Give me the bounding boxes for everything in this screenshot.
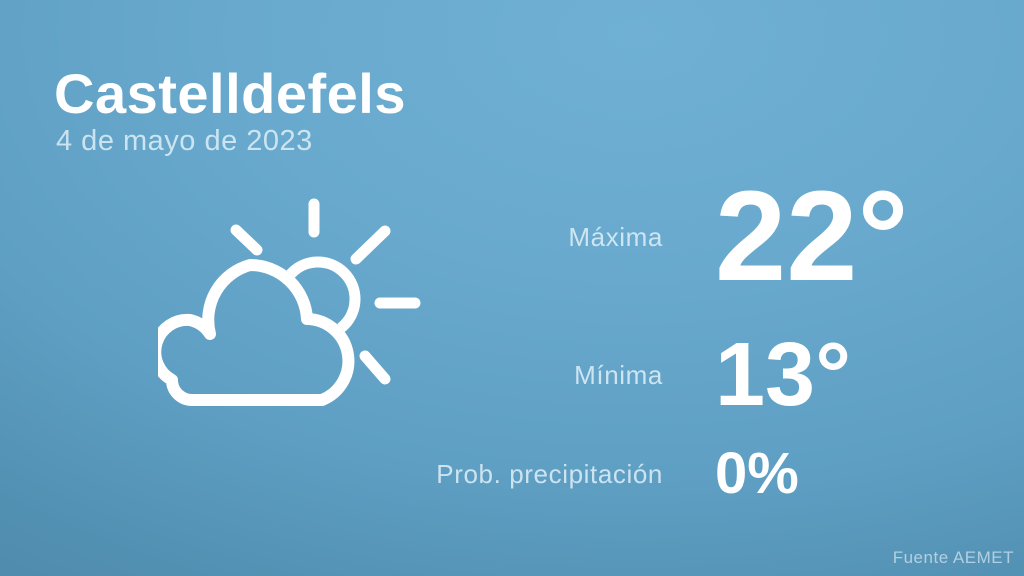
metric-row-precipitation: Prob. precipitación 0% bbox=[180, 440, 799, 508]
partly-cloudy-icon bbox=[158, 198, 428, 423]
page-title: Castelldefels bbox=[54, 62, 406, 125]
metric-row-min: Mínima 13° bbox=[180, 323, 851, 427]
source-attribution: Fuente AEMET bbox=[892, 548, 1014, 567]
sun-core bbox=[275, 256, 361, 342]
sun-ray-upper-left bbox=[230, 224, 263, 256]
metric-value-precipitation: 0% bbox=[715, 441, 799, 506]
metric-label-precipitation: Prob. precipitación bbox=[436, 459, 663, 489]
metric-row-max: Máxima 22° bbox=[180, 162, 909, 312]
metric-label-min: Mínima bbox=[574, 360, 663, 390]
sun-ray-upper-right bbox=[350, 225, 391, 265]
partly-cloudy-svg bbox=[158, 198, 421, 406]
metric-value-min: 13° bbox=[715, 325, 852, 425]
cloud-icon bbox=[158, 258, 355, 406]
date-subtitle: 4 de mayo de 2023 bbox=[56, 125, 313, 157]
sun-icon bbox=[230, 198, 421, 385]
metric-value-max: 22° bbox=[715, 165, 909, 308]
sun-ray-lower-right bbox=[359, 350, 391, 385]
metric-label-max: Máxima bbox=[568, 222, 663, 252]
